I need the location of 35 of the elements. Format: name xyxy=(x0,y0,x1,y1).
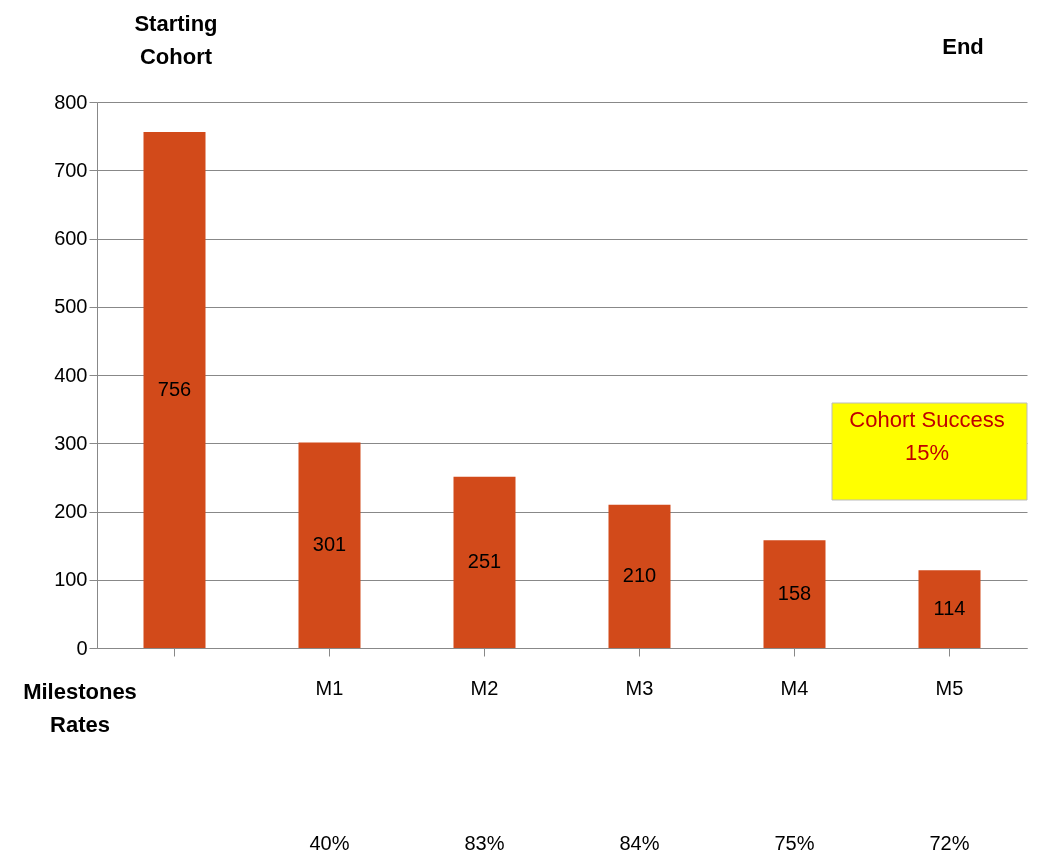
text: 83% xyxy=(464,832,505,854)
bar xyxy=(143,132,206,648)
bar xyxy=(298,442,361,648)
x-tick-label: M3 xyxy=(625,676,654,699)
text: Milestones Rates xyxy=(23,679,137,737)
data-label: 158 xyxy=(777,582,812,605)
annotation: Cohort Success 15% xyxy=(849,407,1005,465)
bar xyxy=(608,504,671,648)
y-tick-label: 700 xyxy=(54,158,88,181)
text: End xyxy=(942,34,984,59)
x-tick-label: M4 xyxy=(780,676,809,699)
text: 75% xyxy=(774,832,815,854)
y-tick-label: 500 xyxy=(54,295,88,318)
y-tick-label: 300 xyxy=(54,431,88,454)
bar xyxy=(918,570,981,648)
y-tick-label: 0 xyxy=(76,636,88,659)
x-tick-label: M2 xyxy=(470,676,499,699)
y-tick-label: 100 xyxy=(54,568,88,591)
y-tick-label: 400 xyxy=(54,363,88,386)
y-tick-label: 600 xyxy=(54,227,88,249)
y-tick-label: 200 xyxy=(54,500,88,522)
y-tick-label: 800 xyxy=(54,90,88,113)
bar xyxy=(763,540,826,648)
data-label: 301 xyxy=(312,533,347,556)
data-label: 756 xyxy=(157,378,192,401)
data-label: 251 xyxy=(467,550,502,573)
x-tick-label: M5 xyxy=(935,676,964,699)
x-tick-label: M1 xyxy=(315,676,344,699)
text: Starting Cohort xyxy=(134,11,218,69)
data-label: 210 xyxy=(622,564,657,587)
bar xyxy=(453,476,516,648)
data-label: 114 xyxy=(933,597,966,620)
text: 84% xyxy=(619,832,660,854)
text: 72% xyxy=(929,832,970,854)
text: 40% xyxy=(309,832,350,854)
